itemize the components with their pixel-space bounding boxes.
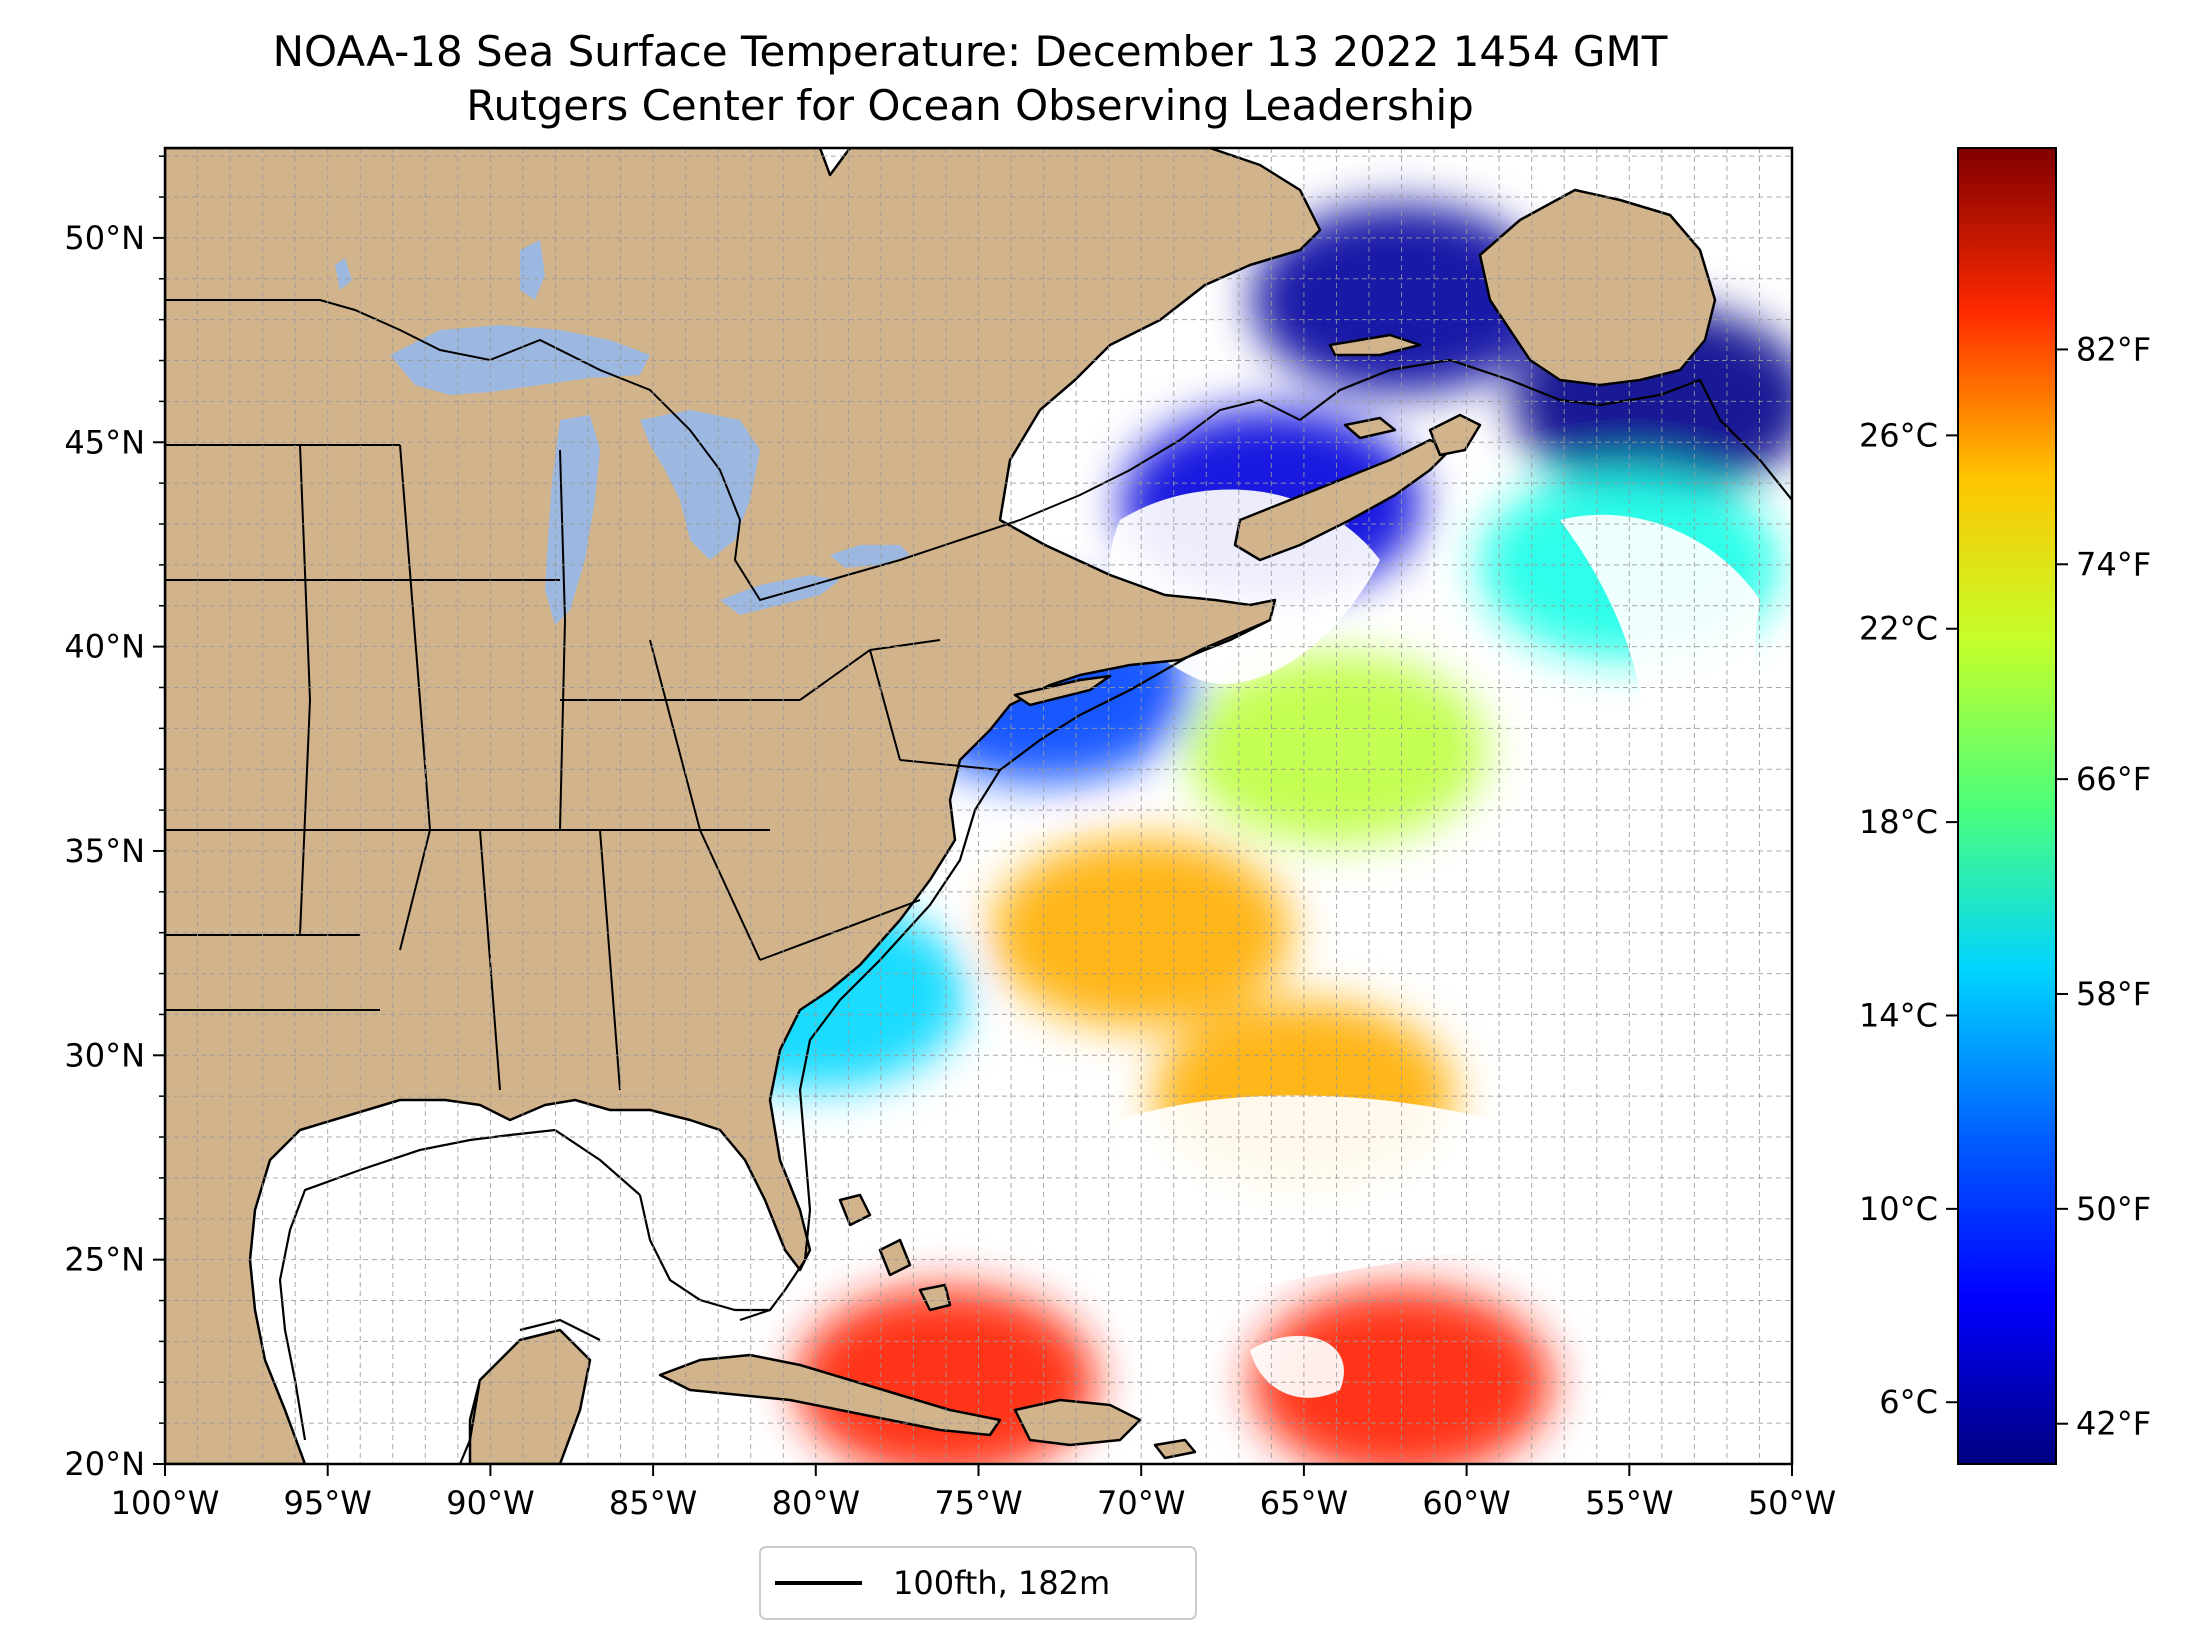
isobath-canada xyxy=(1299,358,1792,501)
colorbar-celsius-label: 18°C xyxy=(1859,803,1938,841)
us-canada-border xyxy=(165,299,1301,602)
long-island-land xyxy=(1013,674,1112,707)
lon-tick-label: 95°W xyxy=(284,1484,372,1522)
colorbar-fahrenheit-label: 58°F xyxy=(2076,975,2151,1013)
isobath-atlantic xyxy=(638,618,1271,1312)
legend-label: 100fth, 182m xyxy=(893,1564,1110,1602)
lat-tick-label: 40°N xyxy=(64,628,145,666)
lat-tick-label: 35°N xyxy=(64,832,145,870)
map-subtitle: Rutgers Center for Ocean Observing Leade… xyxy=(466,81,1474,130)
legend-box xyxy=(759,1546,1197,1620)
colorbar-fahrenheit-label: 50°F xyxy=(2076,1190,2151,1228)
colorbar-fahrenheit-label: 74°F xyxy=(2076,545,2151,583)
cloud-gap xyxy=(1117,1095,1673,1284)
latitude-axis: 20°N 25°N 30°N 35°N 40°N 45°N 50°N xyxy=(64,155,165,1483)
lon-tick-label: 50°W xyxy=(1748,1484,1836,1522)
lake-huron xyxy=(640,410,760,560)
cape-breton-land xyxy=(1428,413,1482,457)
isobath-gulf-south xyxy=(458,1318,601,1464)
nova-scotia-land xyxy=(1233,438,1452,562)
lat-tick-label: 45°N xyxy=(64,423,145,461)
anticosti-land xyxy=(1328,333,1422,357)
lon-tick-label: 90°W xyxy=(446,1484,534,1522)
longitude-axis: 100°W 95°W 90°W 85°W 80°W 75°W 70°W 65°W 60°W 55°… xyxy=(111,1464,1836,1522)
lat-tick-label: 30°N xyxy=(64,1036,145,1074)
lake-superior xyxy=(390,325,650,395)
lat-tick-label: 25°N xyxy=(64,1241,145,1279)
lat-tick-label: 20°N xyxy=(64,1445,145,1483)
colorbar-fahrenheit-label: 42°F xyxy=(2076,1405,2151,1443)
colorbar-celsius-axis: 6°C 10°C 14°C 18°C 22°C 26°C xyxy=(1859,416,1958,1421)
lon-tick-label: 55°W xyxy=(1585,1484,1673,1522)
pei-land xyxy=(1343,416,1397,440)
cloud-gap xyxy=(1560,514,1792,1000)
colorbar-celsius-label: 26°C xyxy=(1859,416,1938,454)
colorbar: 6°C 10°C 14°C 18°C 22°C 26°C 42°F 50°F 58°F 66°F… xyxy=(1859,147,2151,1465)
newfoundland-land xyxy=(1478,188,1717,387)
lon-tick-label: 65°W xyxy=(1260,1484,1348,1522)
colorbar-fahrenheit-label: 66°F xyxy=(2076,760,2151,798)
cuba-land xyxy=(658,1353,1002,1437)
colorbar-celsius-label: 6°C xyxy=(1879,1383,1938,1421)
north-america-land xyxy=(165,148,1322,1464)
lake-nipigon xyxy=(335,258,352,290)
colorbar-fahrenheit-axis: 42°F 50°F 58°F 66°F 74°F 82°F xyxy=(2056,330,2151,1443)
lon-tick-label: 60°W xyxy=(1422,1484,1510,1522)
lon-tick-label: 70°W xyxy=(1097,1484,1185,1522)
lon-tick-label: 75°W xyxy=(934,1484,1022,1522)
land-layer xyxy=(165,148,1717,1464)
lon-tick-label: 85°W xyxy=(609,1484,697,1522)
colorbar-fahrenheit-label: 82°F xyxy=(2076,330,2151,368)
bahamas-land xyxy=(838,1193,952,1312)
lon-tick-label: 100°W xyxy=(111,1484,220,1522)
lat-tick-label: 50°N xyxy=(64,219,145,257)
lake-winnipeg xyxy=(520,240,545,300)
plot-area xyxy=(165,148,1792,1464)
lon-tick-label: 80°W xyxy=(772,1484,860,1522)
lake-ontario xyxy=(830,545,910,568)
puerto-rico-land xyxy=(1153,1438,1197,1460)
gridlines xyxy=(164,148,1793,1465)
colorbar-gradient xyxy=(1957,147,2057,1465)
map-title: NOAA-18 Sea Surface Temperature: Decembe… xyxy=(273,27,1668,76)
colorbar-celsius-label: 14°C xyxy=(1859,996,1938,1034)
colorbar-celsius-label: 10°C xyxy=(1859,1190,1938,1228)
sst-patch xyxy=(1186,653,1487,844)
legend: 100fth, 182m xyxy=(759,1546,1197,1620)
colorbar-celsius-label: 22°C xyxy=(1859,610,1938,648)
lake-michigan xyxy=(545,415,600,625)
sst-patch xyxy=(1251,204,1552,395)
